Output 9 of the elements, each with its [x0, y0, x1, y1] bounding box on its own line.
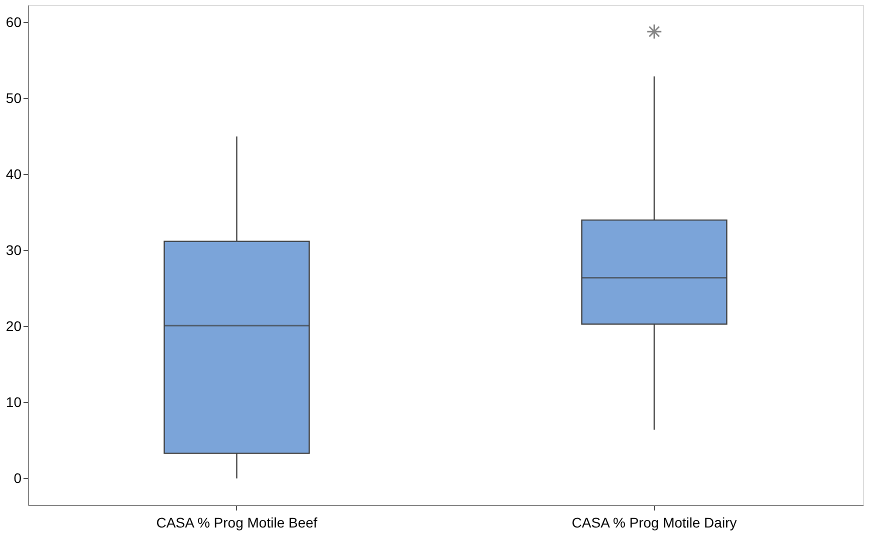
y-tick-label: 10 — [6, 394, 22, 410]
y-tick-label: 40 — [6, 166, 22, 182]
y-tick-label: 0 — [14, 470, 22, 486]
x-tick-label: CASA % Prog Motile Beef — [156, 514, 318, 530]
y-tick-label: 50 — [6, 90, 22, 106]
x-tick-label: CASA % Prog Motile Dairy — [572, 514, 737, 530]
y-tick-label: 30 — [6, 242, 22, 258]
y-tick-label: 20 — [6, 318, 22, 334]
y-tick-label: 60 — [6, 14, 22, 30]
